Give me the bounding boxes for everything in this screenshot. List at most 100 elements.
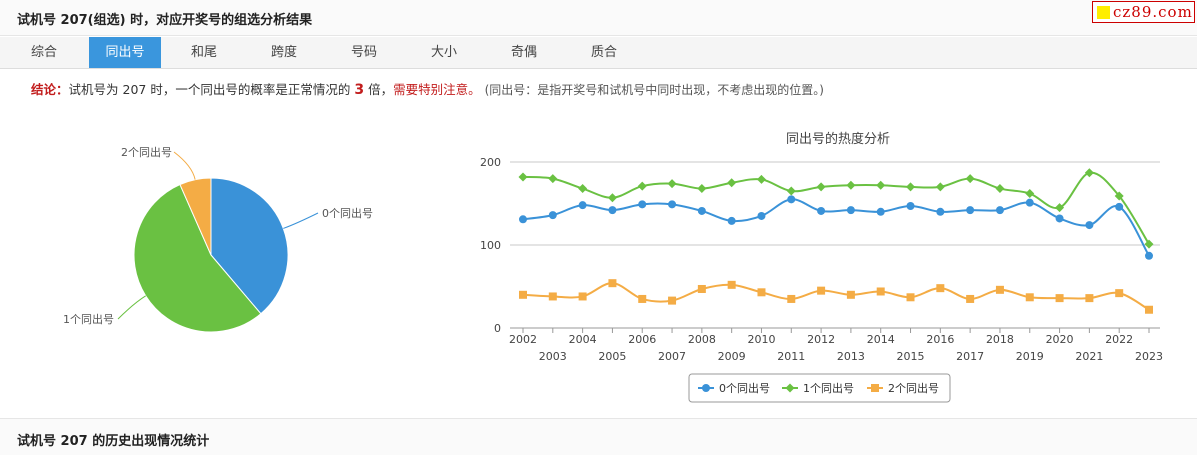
data-point-series-2[interactable]	[936, 284, 945, 293]
data-point-series-2[interactable]	[1055, 294, 1064, 303]
data-point-series-2[interactable]	[876, 287, 885, 296]
data-point-series-1[interactable]	[667, 179, 677, 189]
data-point-series-2[interactable]	[727, 280, 736, 289]
data-point-series-2[interactable]	[1115, 289, 1124, 298]
pie-slice-2[interactable]	[179, 177, 212, 256]
data-point-series-1[interactable]	[876, 180, 886, 190]
tab-zhihe[interactable]: 质合	[590, 45, 617, 60]
data-point-series-1[interactable]	[965, 174, 975, 184]
site-logo[interactable]: cz89.com	[1092, 1, 1195, 23]
x-tick-label: 2006	[628, 333, 656, 346]
data-point-series-1[interactable]	[637, 181, 647, 191]
data-point-series-2[interactable]	[787, 294, 796, 303]
data-point-series-1[interactable]	[607, 193, 617, 203]
legend-marker-0[interactable]	[702, 384, 710, 392]
x-tick-label: 2018	[986, 333, 1014, 346]
tab-kuadu[interactable]: 跨度	[270, 45, 297, 60]
data-point-series-1[interactable]	[756, 174, 766, 184]
data-point-series-1[interactable]	[1114, 191, 1124, 201]
data-point-series-2[interactable]	[846, 290, 855, 299]
data-point-series-0[interactable]	[1085, 221, 1094, 230]
data-point-series-0[interactable]	[697, 206, 706, 215]
tab-tongchuhao[interactable]: 同出号	[89, 37, 161, 68]
data-point-series-1[interactable]	[518, 172, 528, 182]
data-point-series-0[interactable]	[519, 215, 527, 224]
data-point-series-0[interactable]	[846, 206, 855, 215]
x-tick-label: 2021	[1075, 350, 1103, 363]
legend-marker-2[interactable]	[871, 384, 879, 392]
tab-daxiao[interactable]: 大小	[430, 45, 457, 60]
legend-marker-1[interactable]	[785, 383, 795, 393]
series-line-1	[522, 171, 1150, 245]
data-point-series-2[interactable]	[578, 292, 587, 301]
line-chart: 同出号的热度分析01002002002200320042005200620072…	[480, 131, 1163, 403]
tab-zonghe[interactable]: 综合	[30, 45, 57, 60]
data-point-series-0[interactable]	[638, 200, 647, 209]
data-point-series-1[interactable]	[1055, 203, 1065, 213]
data-point-series-2[interactable]	[757, 288, 766, 297]
data-point-series-2[interactable]	[966, 294, 975, 303]
data-point-series-1[interactable]	[935, 182, 945, 192]
data-point-series-1[interactable]	[548, 174, 558, 184]
data-point-series-0[interactable]	[1145, 251, 1153, 260]
data-point-series-2[interactable]	[817, 286, 826, 295]
data-point-series-1[interactable]	[727, 178, 737, 188]
conclusion-multiple: 3	[354, 82, 365, 98]
data-point-series-0[interactable]	[995, 206, 1004, 215]
data-point-series-0[interactable]	[608, 206, 617, 215]
data-point-series-0[interactable]	[787, 195, 796, 204]
y-tick-label: 0	[494, 322, 501, 335]
data-point-series-1[interactable]	[1025, 189, 1035, 199]
tab-haoma[interactable]: 号码	[350, 45, 377, 60]
data-point-series-2[interactable]	[638, 294, 647, 303]
pie-slice-1[interactable]	[133, 183, 262, 333]
data-point-series-0[interactable]	[966, 206, 975, 215]
data-point-series-2[interactable]	[1025, 293, 1034, 302]
data-point-series-0[interactable]	[906, 201, 915, 210]
data-point-series-1[interactable]	[697, 184, 707, 194]
data-point-series-0[interactable]	[876, 207, 885, 216]
data-point-series-1[interactable]	[906, 182, 916, 192]
data-point-series-0[interactable]	[1115, 202, 1124, 211]
data-point-series-2[interactable]	[1145, 305, 1153, 314]
x-tick-label: 2019	[1016, 350, 1044, 363]
data-point-series-1[interactable]	[995, 184, 1005, 194]
data-point-series-2[interactable]	[519, 290, 527, 299]
legend-item-1[interactable]: 1个同出号	[803, 381, 854, 395]
tab-hewei[interactable]: 和尾	[190, 45, 217, 60]
data-point-series-1[interactable]	[1144, 239, 1154, 249]
pie-connector-1	[117, 295, 146, 320]
data-point-series-0[interactable]	[757, 211, 766, 220]
data-point-series-2[interactable]	[548, 292, 557, 301]
data-point-series-2[interactable]	[995, 285, 1004, 294]
data-point-series-0[interactable]	[1025, 198, 1034, 207]
data-point-series-1[interactable]	[816, 182, 826, 192]
data-point-series-1[interactable]	[1084, 168, 1094, 178]
x-tick-label: 2005	[598, 350, 626, 363]
x-tick-label: 2011	[777, 350, 805, 363]
data-point-series-2[interactable]	[608, 279, 617, 288]
legend-item-2[interactable]: 2个同出号	[888, 381, 939, 395]
y-tick-label: 200	[480, 156, 501, 169]
pie-slice-0[interactable]	[210, 177, 289, 315]
data-point-series-2[interactable]	[668, 296, 677, 305]
data-point-series-1[interactable]	[578, 184, 588, 194]
data-point-series-2[interactable]	[906, 293, 915, 302]
logo-square-icon	[1097, 5, 1110, 19]
data-point-series-1[interactable]	[786, 186, 796, 196]
data-point-series-0[interactable]	[727, 216, 736, 225]
data-point-series-0[interactable]	[817, 206, 826, 215]
x-tick-label: 2007	[658, 350, 686, 363]
data-point-series-0[interactable]	[548, 211, 557, 220]
tab-jiou[interactable]: 奇偶	[510, 45, 537, 60]
data-point-series-0[interactable]	[668, 200, 677, 209]
data-point-series-2[interactable]	[697, 284, 706, 293]
data-point-series-0[interactable]	[1055, 214, 1064, 223]
data-point-series-0[interactable]	[578, 201, 587, 210]
data-point-series-0[interactable]	[936, 207, 945, 216]
legend-item-0[interactable]: 0个同出号	[719, 381, 770, 395]
x-tick-label: 2014	[867, 333, 895, 346]
history-section-header: 试机号 207 的历史出现情况统计	[0, 418, 1197, 455]
data-point-series-1[interactable]	[846, 180, 856, 190]
data-point-series-2[interactable]	[1085, 294, 1094, 303]
